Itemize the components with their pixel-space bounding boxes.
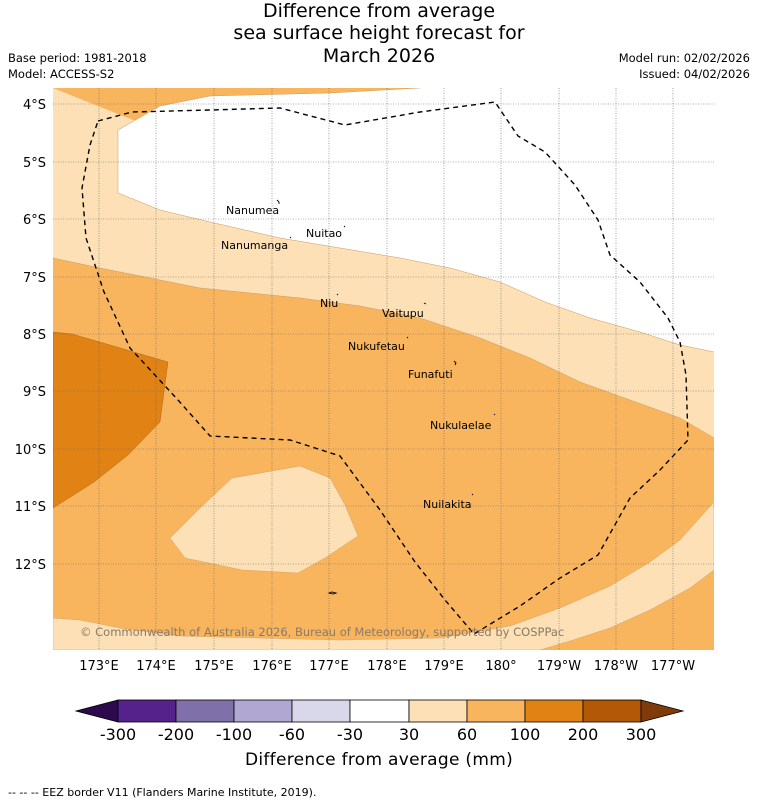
- lat-label-7s: 7°S: [23, 271, 46, 286]
- lat-axis-labels: 4°S 5°S 6°S 7°S 8°S 9°S 10°S 11°S 12°S: [15, 98, 46, 573]
- lat-label-6s: 6°S: [23, 213, 46, 228]
- island-niu-shape: [336, 293, 339, 296]
- place-nuitao: Nuitao: [306, 227, 342, 240]
- island-nuilakita-shape: [471, 493, 474, 496]
- lat-label-9s: 9°S: [23, 385, 46, 400]
- lon-label-178e: 178°E: [367, 659, 407, 674]
- contour-30-line: [117, 88, 714, 353]
- place-nuilakita: Nuilakita: [423, 498, 472, 511]
- place-funafuti: Funafuti: [408, 368, 453, 381]
- lon-label-177w: 177°W: [651, 659, 695, 674]
- colorbar-label-m30: -30: [336, 725, 364, 744]
- place-nanumea: Nanumea: [226, 204, 279, 217]
- colorbar-label-m300: -300: [99, 725, 137, 744]
- colorbar-label-30: 30: [398, 725, 420, 744]
- colorbar-label-m200: -200: [157, 725, 195, 744]
- colorbar-bin-2: [175, 699, 235, 723]
- reef-south-shape: [327, 591, 338, 595]
- island-vaitupu-shape: [423, 302, 427, 305]
- colorbar-label-60: 60: [456, 725, 478, 744]
- shade-neutral-region: [118, 88, 714, 352]
- map-plot-area: Nanumea Nuitao Nanumanga Niu Vaitupu Nuk…: [53, 88, 714, 650]
- lon-label-178w: 178°W: [594, 659, 638, 674]
- shade-30-60-south-blob: [169, 465, 359, 574]
- footnote: -- -- -- EEZ border V11 (Flanders Marine…: [8, 786, 317, 799]
- colorbar-bin-1: [117, 699, 177, 723]
- lat-label-5s: 5°S: [23, 156, 46, 171]
- shade-100-200-region: [53, 331, 169, 509]
- lat-label-8s: 8°S: [23, 328, 46, 343]
- title-line-2: sea surface height forecast for: [233, 22, 525, 44]
- contour-60-line: [53, 257, 714, 439]
- place-niu: Niu: [320, 297, 338, 310]
- colorbar-extend-high: [640, 699, 685, 723]
- colorbar-bin-3: [233, 699, 293, 723]
- lat-label-12s: 12°S: [15, 558, 46, 573]
- issued-date: Issued: 04/02/2026: [639, 67, 750, 81]
- meta-left: Base period: 1981-2018 Model: ACCESS-S2: [8, 50, 147, 82]
- island-nukufetau-shape: [406, 336, 409, 339]
- gridlines: [53, 88, 714, 650]
- colorbar-bin-4: [291, 699, 351, 723]
- island-nanumea-shape: [276, 199, 280, 204]
- shade-30-60-south-band: [53, 501, 714, 650]
- base-period: Base period: 1981-2018: [8, 51, 147, 65]
- islands: [276, 199, 496, 595]
- lat-label-10s: 10°S: [15, 443, 46, 458]
- colorbar-bin-9: [582, 699, 642, 723]
- place-nukufetau: Nukufetau: [348, 340, 405, 353]
- lon-label-174e: 174°E: [136, 659, 176, 674]
- place-nukulaelae: Nukulaelae: [430, 419, 492, 432]
- lat-label-4s: 4°S: [23, 98, 46, 113]
- place-vaitupu: Vaitupu: [382, 307, 424, 320]
- colorbar-label-200: 200: [567, 725, 599, 744]
- place-nanumanga: Nanumanga: [221, 239, 288, 252]
- island-funafuti-shape: [453, 360, 457, 366]
- title-line-3: March 2026: [322, 45, 436, 67]
- meta-right: Model run: 02/02/2026 Issued: 04/02/2026: [619, 50, 750, 82]
- lon-label-177e: 177°E: [309, 659, 349, 674]
- island-nanumanga-shape: [289, 236, 292, 239]
- place-labels: Nanumea Nuitao Nanumanga Niu Vaitupu Nuk…: [221, 204, 492, 511]
- island-nuitao-shape: [343, 225, 346, 228]
- colorbar-title: Difference from average (mm): [244, 750, 514, 770]
- lon-label-180: 180°: [485, 659, 516, 674]
- lon-axis-labels: 173°E 174°E 175°E 176°E 177°E 178°E 179°…: [79, 659, 695, 674]
- colorbar: [74, 699, 685, 723]
- colorbar-bin-8: [524, 699, 584, 723]
- title-line-1: Difference from average: [262, 0, 496, 22]
- colorbar-label-m60: -60: [278, 725, 306, 744]
- model-run: Model run: 02/02/2026: [618, 51, 750, 65]
- lon-label-173e: 173°E: [79, 659, 119, 674]
- lon-label-176e: 176°E: [252, 659, 292, 674]
- eez-border: [81, 101, 689, 635]
- colorbar-label-m100: -100: [215, 725, 253, 744]
- colorbar-bin-6: [408, 699, 468, 723]
- lat-label-11s: 11°S: [15, 500, 46, 515]
- colorbar-label-300: 300: [625, 725, 657, 744]
- colorbar-bin-5: [349, 699, 410, 723]
- model-name: Model: ACCESS-S2: [8, 67, 115, 81]
- colorbar-extend-low: [74, 699, 119, 723]
- colorbar-bin-7: [466, 699, 526, 723]
- lon-label-175e: 175°E: [194, 659, 234, 674]
- lon-label-179e: 179°E: [424, 659, 464, 674]
- lon-label-179w: 179°W: [537, 659, 581, 674]
- copyright-text: © Commonwealth of Australia 2026, Bureau…: [80, 625, 564, 639]
- island-nukulaelae-shape: [493, 413, 496, 416]
- colorbar-label-100: 100: [509, 725, 541, 744]
